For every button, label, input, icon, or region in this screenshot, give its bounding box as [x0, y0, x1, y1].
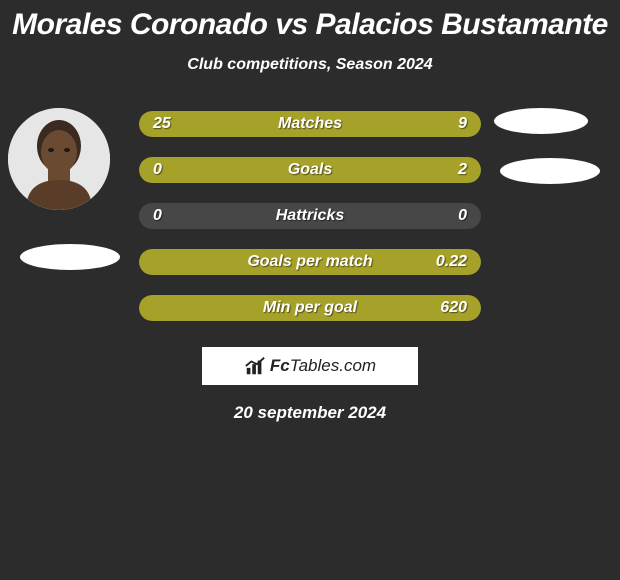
- player-left-avatar: [8, 108, 110, 210]
- bar-chart-icon: [244, 355, 266, 377]
- comparison-panel: Matches259Goals02Hattricks00Goals per ma…: [0, 108, 620, 321]
- player-right-name-placeholder: [500, 158, 600, 184]
- stat-row: Matches25 9: [139, 111, 481, 137]
- stat-value-right: 0: [458, 203, 467, 229]
- stat-label: Matches: [139, 111, 481, 137]
- stat-value-right: 2: [458, 157, 467, 183]
- stats-bars: Matches259Goals02Hattricks00Goals per ma…: [139, 108, 481, 321]
- stat-value-right: 0.22: [436, 249, 467, 275]
- stat-value-left: 25: [153, 111, 171, 137]
- stat-row: Goals0 2: [139, 157, 481, 183]
- avatar-icon: [8, 108, 110, 210]
- brand-badge: FcTables.com: [202, 347, 418, 385]
- stat-value-left: 0: [153, 157, 162, 183]
- player-right-avatar-placeholder: [494, 108, 588, 134]
- stat-row: Min per goal620: [139, 295, 481, 321]
- as-of-date: 20 september 2024: [0, 403, 620, 423]
- brand-text: Tables.com: [290, 356, 376, 375]
- stat-row: Goals per match0.22: [139, 249, 481, 275]
- player-left-name-placeholder: [20, 244, 120, 270]
- stat-label: Min per goal: [139, 295, 481, 321]
- stat-value-left: 0: [153, 203, 162, 229]
- brand-text-strong: Fc: [270, 356, 290, 375]
- stat-label: Goals: [139, 157, 481, 183]
- page-subtitle: Club competitions, Season 2024: [0, 56, 620, 74]
- page-title: Morales Coronado vs Palacios Bustamante: [0, 0, 620, 42]
- stat-label: Hattricks: [139, 203, 481, 229]
- stat-row: Hattricks0 0: [139, 203, 481, 229]
- stat-label: Goals per match: [139, 249, 481, 275]
- stat-value-right: 9: [458, 111, 467, 137]
- stat-value-right: 620: [440, 295, 467, 321]
